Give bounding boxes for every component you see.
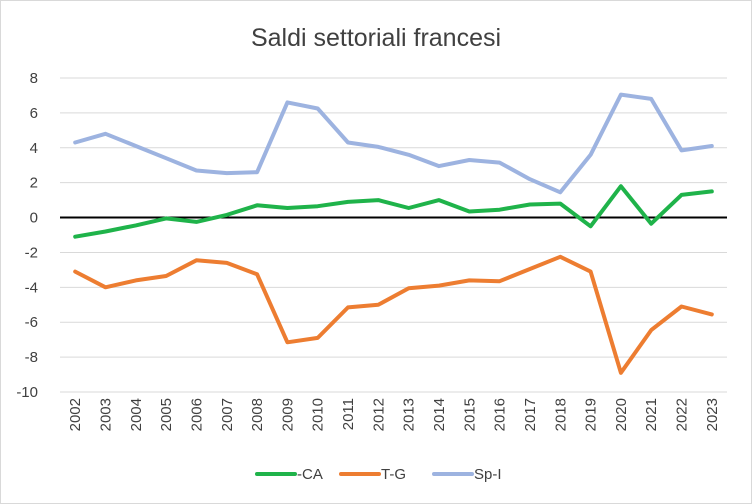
series-line-t-g (73, 254, 714, 375)
x-tick-label: 2009 (279, 398, 296, 431)
x-tick-label: 2005 (158, 398, 175, 431)
y-tick-label: 6 (30, 105, 38, 122)
x-tick-label: 2002 (67, 398, 84, 431)
y-tick-label: -8 (25, 349, 38, 366)
x-tick-label: 2022 (674, 398, 691, 431)
x-tick-label: 2014 (431, 398, 448, 431)
y-tick-label: 4 (30, 140, 38, 157)
x-tick-label: 2012 (370, 398, 387, 431)
x-tick-label: 2004 (128, 398, 145, 431)
x-tick-label: 2015 (461, 398, 478, 431)
y-tick-label: 2 (30, 175, 38, 192)
series-line-ca (73, 184, 714, 239)
x-tick-label: 2006 (188, 398, 205, 431)
y-axis-ticks: 8 6 4 2 0 -2 -4 -6 -8 -10 (16, 70, 38, 401)
chart-title: Saldi settoriali francesi (251, 24, 501, 52)
y-tick-label: -4 (25, 279, 38, 296)
x-tick-label: 2010 (310, 398, 327, 431)
x-tick-label: 2019 (583, 398, 600, 431)
x-tick-label: 2003 (97, 398, 114, 431)
y-tick-label: -10 (16, 384, 38, 401)
series-lines (73, 92, 714, 375)
x-tick-label: 2008 (249, 398, 266, 431)
x-tick-label: 2013 (401, 398, 418, 431)
x-tick-label: 2020 (613, 398, 630, 431)
x-axis-ticks: 2002 2003 2004 2005 2006 2007 2008 2009 2010 2011… (67, 398, 721, 431)
y-tick-label: -2 (25, 244, 38, 261)
series-line-sp-i (73, 92, 714, 195)
x-tick-label: 2017 (522, 398, 539, 431)
x-tick-label: 2023 (704, 398, 721, 431)
x-tick-label: 2007 (219, 398, 236, 431)
x-tick-label: 2021 (643, 398, 660, 431)
legend-label: Sp-I (474, 466, 502, 483)
x-tick-label: 2011 (340, 398, 357, 430)
x-tick-label: 2018 (552, 398, 569, 431)
legend-label: -CA (297, 466, 323, 483)
y-tick-label: 0 (30, 210, 38, 227)
y-tick-label: 8 (30, 70, 38, 87)
legend-label: T-G (381, 466, 406, 483)
x-tick-label: 2016 (492, 398, 509, 431)
gridlines (60, 77, 727, 393)
y-tick-label: -6 (25, 314, 38, 331)
legend: -CA T-G Sp-I (255, 466, 502, 483)
